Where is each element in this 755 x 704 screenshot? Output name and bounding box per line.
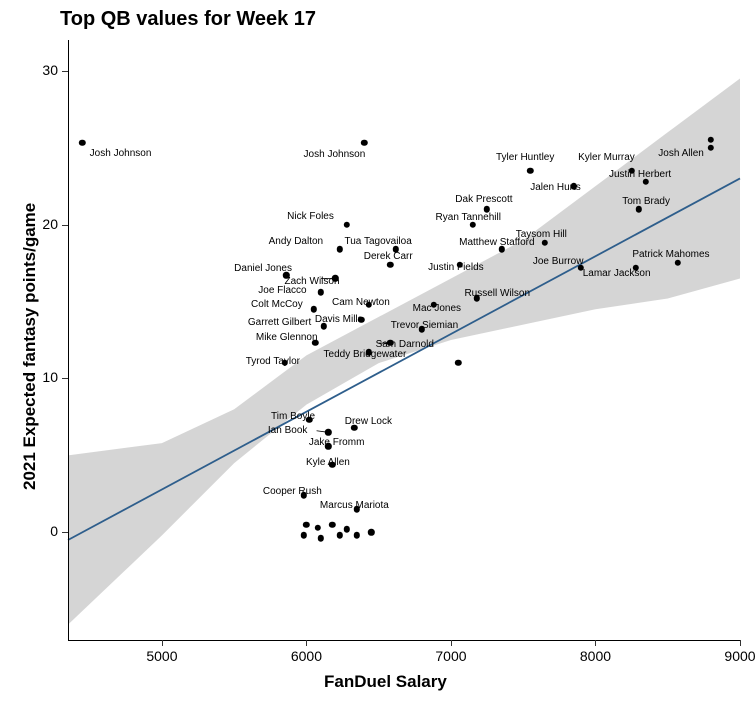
point-label: Josh Johnson <box>304 149 366 160</box>
y-axis-line <box>68 40 69 640</box>
point-label: Josh Johnson <box>90 148 152 159</box>
point-label: Tim Boyle <box>271 411 315 422</box>
point-label: Trevor Siemian <box>391 320 458 331</box>
point-label: Josh Allen <box>634 148 704 159</box>
point-label: Lamar Jackson <box>583 268 651 279</box>
point-label: Drew Lock <box>345 416 392 427</box>
point-label: Andy Dalton <box>269 236 323 247</box>
x-tick-label: 5000 <box>142 648 182 664</box>
point-label: Sam Darnold <box>376 339 434 350</box>
y-tick-label: 30 <box>28 62 58 78</box>
point-label: Jake Fromm <box>309 437 365 448</box>
y-tick <box>62 225 68 226</box>
scatter-chart: Top QB values for Week 17 5000 6000 7000 80… <box>0 0 755 704</box>
x-tick-label: 9000 <box>720 648 755 664</box>
point-label: Matthew Stafford <box>459 237 534 248</box>
y-tick <box>62 71 68 72</box>
point-label: Ryan Tannehill <box>436 212 501 223</box>
point-label: Garrett Gilbert <box>248 317 311 328</box>
point-label: Mac Jones <box>413 303 461 314</box>
point-label: Tyrod Taylor <box>246 356 300 367</box>
point-label: Joe Flacco <box>258 285 306 296</box>
point-label: Marcus Mariota <box>320 500 389 511</box>
x-axis-label: FanDuel Salary <box>324 672 447 692</box>
point-label: Justin Herbert <box>609 169 671 180</box>
point-label: Jalen Hurts <box>530 182 581 193</box>
point-label: Teddy Bridgewater <box>324 349 407 360</box>
x-tick <box>451 640 452 646</box>
point-label: Dak Prescott <box>455 194 512 205</box>
point-label: Patrick Mahomes <box>632 249 709 260</box>
point-label: Cam Newton <box>332 297 390 308</box>
x-tick-label: 6000 <box>286 648 326 664</box>
x-tick-label: 8000 <box>575 648 615 664</box>
point-label: Tom Brady <box>622 196 670 207</box>
point-label: Colt McCoy <box>251 299 303 310</box>
x-tick <box>162 640 163 646</box>
y-tick-label: 0 <box>28 523 58 539</box>
point-label: Cooper Rush <box>263 486 322 497</box>
x-tick-label: 7000 <box>431 648 471 664</box>
point-label: Joe Burrow <box>533 256 584 267</box>
point-label: Kyle Allen <box>306 457 350 468</box>
point-label: Tyler Huntley <box>496 152 554 163</box>
point-label: Derek Carr <box>364 251 413 262</box>
point-label: Tua Tagovailoa <box>345 236 412 247</box>
point-label: Nick Foles <box>287 211 334 222</box>
y-axis-label: 2021 Expected fantasy points/game <box>20 203 40 490</box>
point-label: Russell Wilson <box>464 288 530 299</box>
x-tick <box>740 640 741 646</box>
point-label: Justin Fields <box>428 262 484 273</box>
x-tick <box>595 640 596 646</box>
chart-title: Top QB values for Week 17 <box>60 8 316 31</box>
point-label: Mike Glennon <box>256 332 318 343</box>
point-label: Davis Mills <box>315 314 363 325</box>
point-label: Daniel Jones <box>234 263 292 274</box>
x-tick <box>306 640 307 646</box>
y-tick <box>62 532 68 533</box>
y-tick <box>62 378 68 379</box>
x-axis-line <box>68 640 740 641</box>
point-label: Kyler Murray <box>578 152 635 163</box>
point-label: Ian Book <box>268 425 307 436</box>
